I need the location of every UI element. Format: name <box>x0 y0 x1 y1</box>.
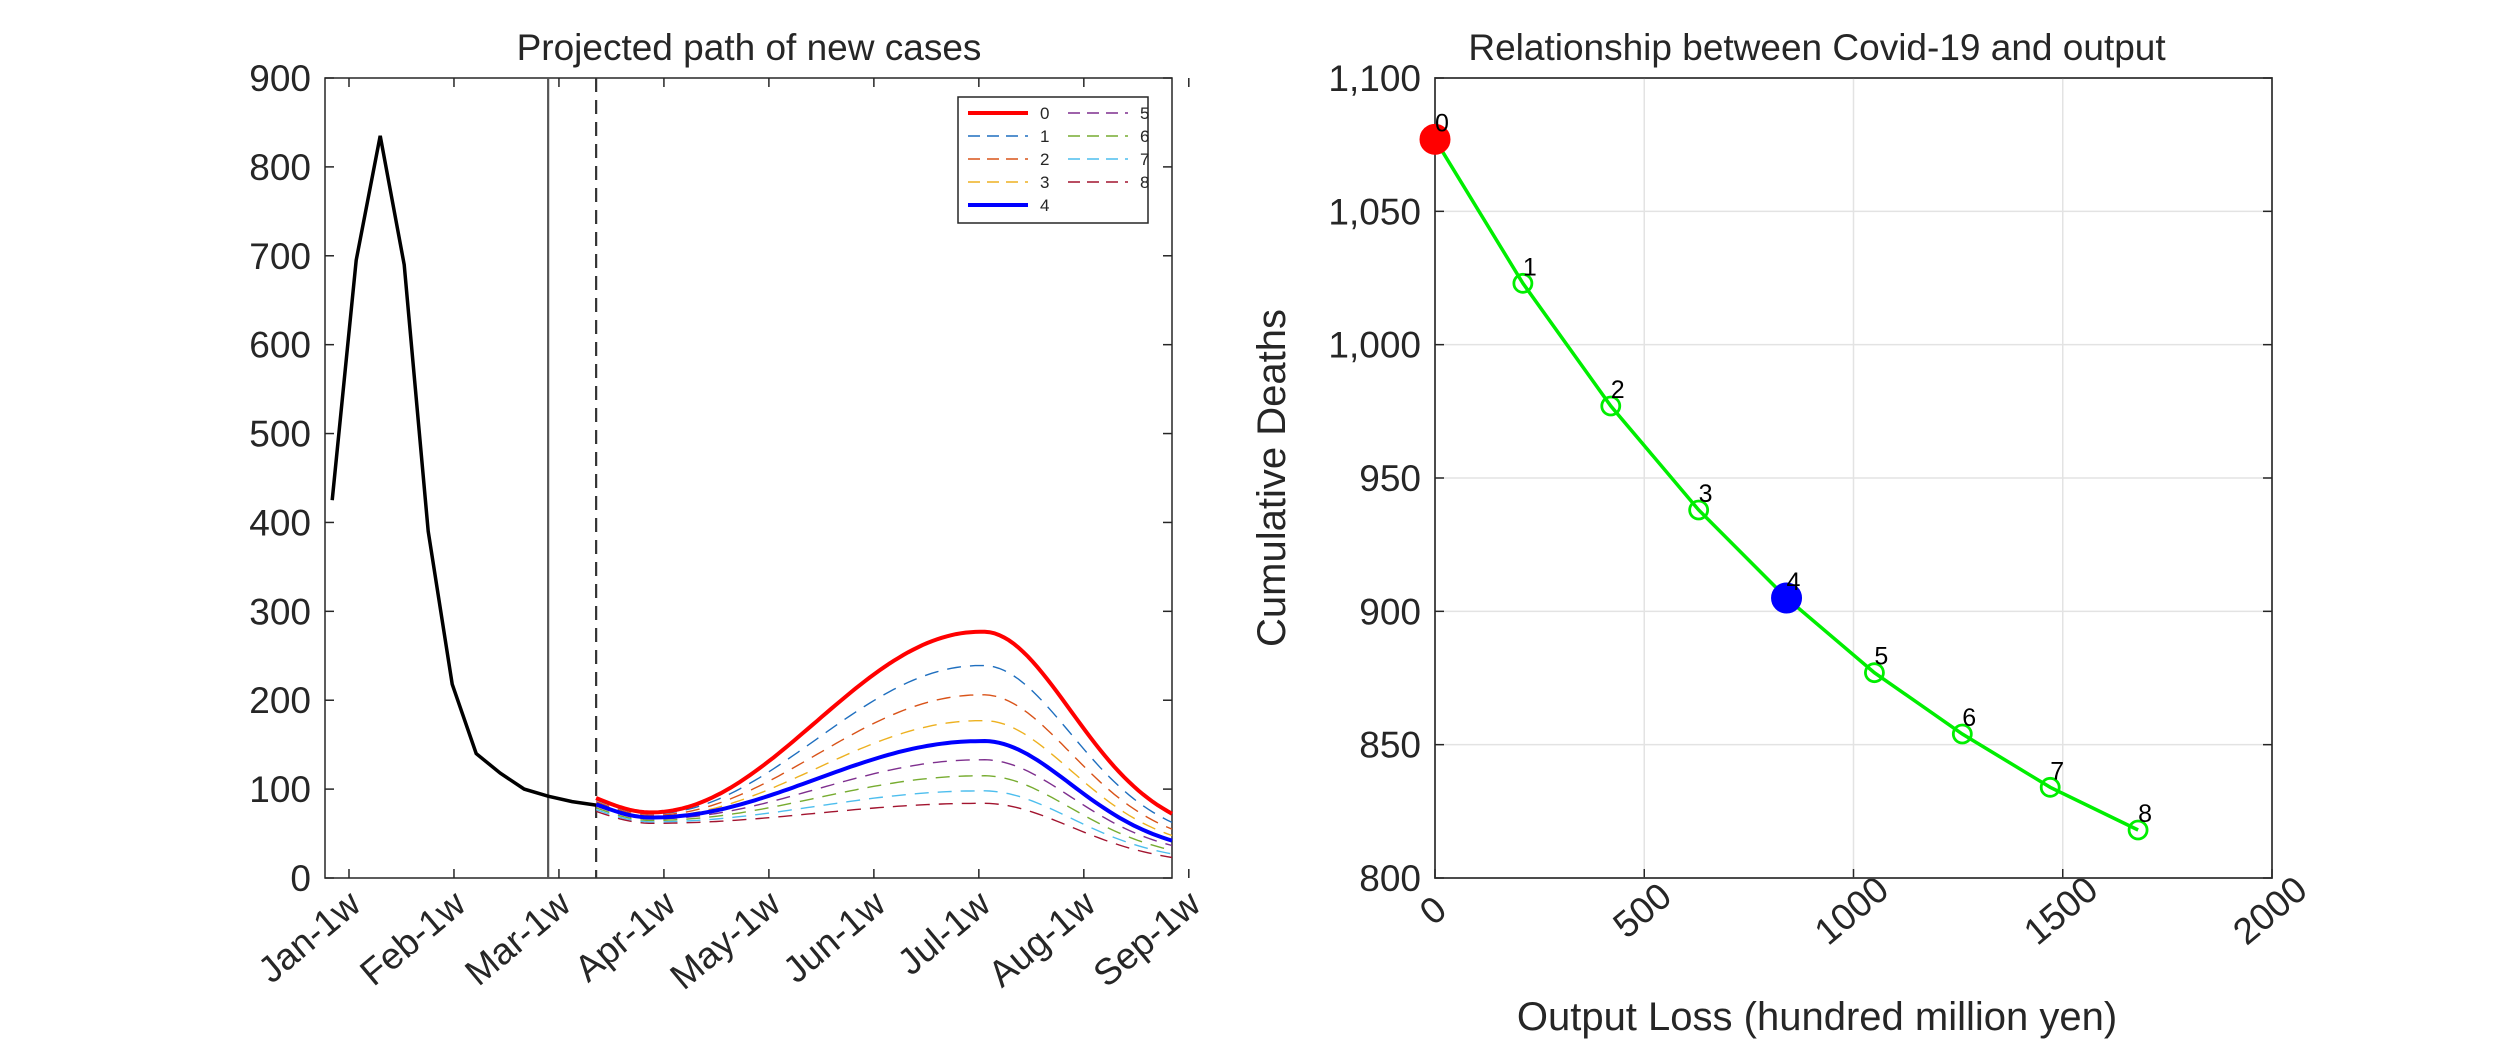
deaths-output-plot-area: 0 500 1000 1500 20008008509009501,0001,0501,… <box>1328 58 2314 953</box>
deaths-output-chart-title: Relationship between Covid-19 and output <box>1468 27 2166 68</box>
y-axis-label: Cumulative Deaths <box>1250 309 1294 647</box>
legend-label: 1 <box>1040 127 1049 146</box>
projection-series-7 <box>595 790 1173 855</box>
legend-label: 0 <box>1040 104 1049 123</box>
legend-label: 2 <box>1040 150 1049 169</box>
y-tick-label: 300 <box>249 591 311 632</box>
history-series <box>330 135 597 807</box>
scenario-point-label: 8 <box>2138 800 2152 828</box>
scenario-point-label: 1 <box>1523 253 1537 281</box>
legend-label: 5 <box>1140 104 1149 123</box>
deaths-output-chart: Relationship between Covid-19 and output… <box>1250 27 2315 1039</box>
legend-label: 7 <box>1140 150 1149 169</box>
scenario-point-2 <box>1600 395 1622 417</box>
y-tick-label: 800 <box>249 147 311 188</box>
y-tick-label: 600 <box>249 325 311 366</box>
legend-label: 4 <box>1040 196 1049 215</box>
y-tick-label: 1,050 <box>1328 191 1421 232</box>
legend-box <box>957 96 1149 224</box>
scenario-point-label: 3 <box>1699 480 1713 508</box>
projection-series-8 <box>595 802 1173 859</box>
y-tick-label: 700 <box>249 236 311 277</box>
projection-series-1 <box>595 664 1173 824</box>
cases-legend: 0 1 2 3 4 5 6 7 8 <box>957 96 1149 224</box>
scenario-point-8 <box>2127 819 2149 841</box>
scenario-point-6 <box>1951 723 1973 745</box>
scenario-point-5 <box>1864 662 1885 684</box>
y-tick-label: 400 <box>249 502 311 543</box>
scenario-point-0 <box>1419 123 1451 155</box>
scenario-point-1 <box>1512 272 1534 294</box>
cases-chart-title: Projected path of new cases <box>517 27 982 68</box>
y-tick-label: 500 <box>249 414 311 455</box>
scenario-point-label: 2 <box>1611 376 1625 404</box>
legend-label: 3 <box>1040 173 1049 192</box>
scenario-point-3 <box>1688 499 1710 521</box>
y-tick-label: 0 <box>290 858 311 899</box>
legend-label: 6 <box>1140 127 1149 146</box>
x-axis-label: Output Loss (hundred million yen) <box>1517 995 2117 1039</box>
scenario-point-7 <box>2039 776 2061 798</box>
y-tick-label: 1,100 <box>1328 58 1421 99</box>
y-tick-label: 1,000 <box>1328 325 1421 366</box>
y-tick-label: 900 <box>1359 591 1421 632</box>
y-tick-label: 800 <box>1359 858 1421 899</box>
scenario-point-4 <box>1771 582 1803 614</box>
y-tick-label: 200 <box>249 680 311 721</box>
scenario-point-label: 6 <box>1962 704 1976 732</box>
projection-series-2 <box>595 694 1173 830</box>
projection-series-5 <box>595 758 1173 847</box>
projection-series-4 <box>595 738 1173 843</box>
scatter-plot-border <box>1434 77 2273 879</box>
scenario-point-label: 5 <box>1874 643 1888 671</box>
legend-label: 8 <box>1140 173 1149 192</box>
cases-chart: Projected path of new cases 010020030040… <box>249 27 1208 997</box>
projection-series-6 <box>595 774 1173 851</box>
y-tick-label: 900 <box>249 58 311 99</box>
y-tick-label: 950 <box>1359 458 1421 499</box>
scenario-point-label: 7 <box>2050 757 2064 785</box>
projection-series-0 <box>595 629 1173 816</box>
y-tick-label: 100 <box>249 769 311 810</box>
y-tick-label: 850 <box>1359 725 1421 766</box>
scenario-point-label: 0 <box>1435 109 1449 137</box>
scenario-point-label: 4 <box>1787 568 1801 596</box>
